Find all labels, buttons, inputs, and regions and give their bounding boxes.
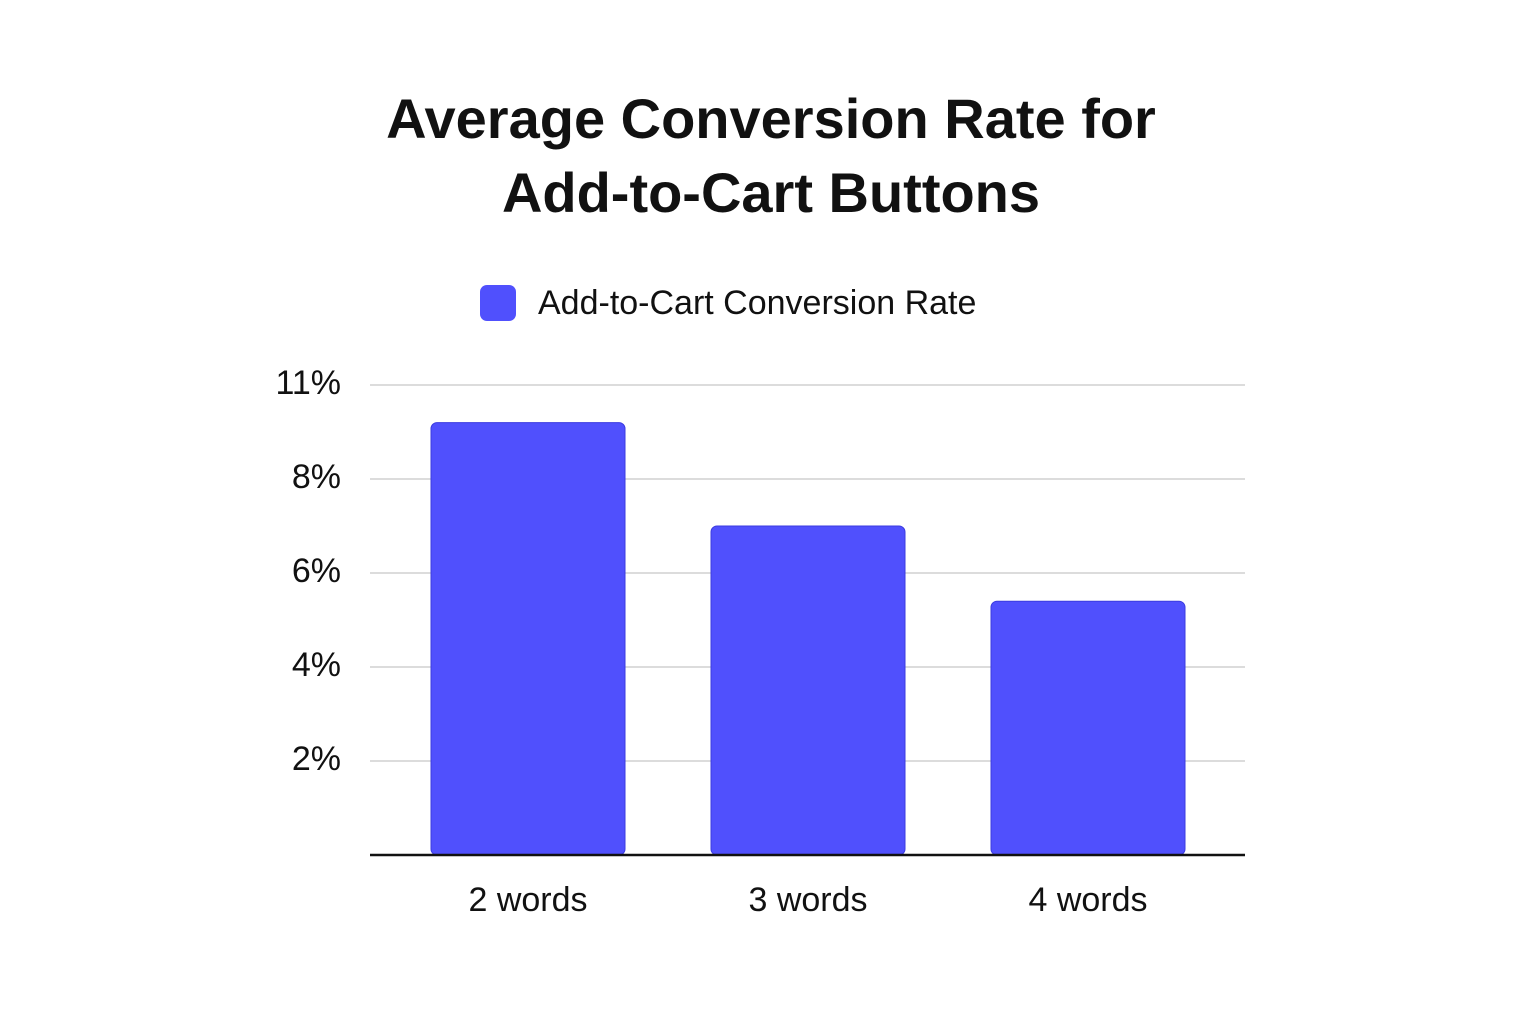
y-tick-label: 6% bbox=[292, 552, 341, 590]
x-tick-label: 2 words bbox=[468, 881, 587, 919]
y-tick-label: 2% bbox=[292, 740, 341, 778]
bar bbox=[430, 422, 626, 856]
legend-swatch bbox=[480, 285, 516, 321]
y-tick-label: 4% bbox=[292, 646, 341, 684]
y-tick-label: 11% bbox=[275, 364, 341, 402]
y-tick-label: 8% bbox=[292, 458, 341, 496]
bar bbox=[990, 600, 1186, 856]
x-tick-label: 3 words bbox=[748, 881, 867, 919]
legend-label: Add-to-Cart Conversion Rate bbox=[538, 284, 976, 322]
bar bbox=[710, 525, 906, 856]
x-tick-label: 4 words bbox=[1028, 881, 1147, 919]
chart-title: Average Conversion Rate for Add-to-Cart … bbox=[386, 87, 1156, 224]
